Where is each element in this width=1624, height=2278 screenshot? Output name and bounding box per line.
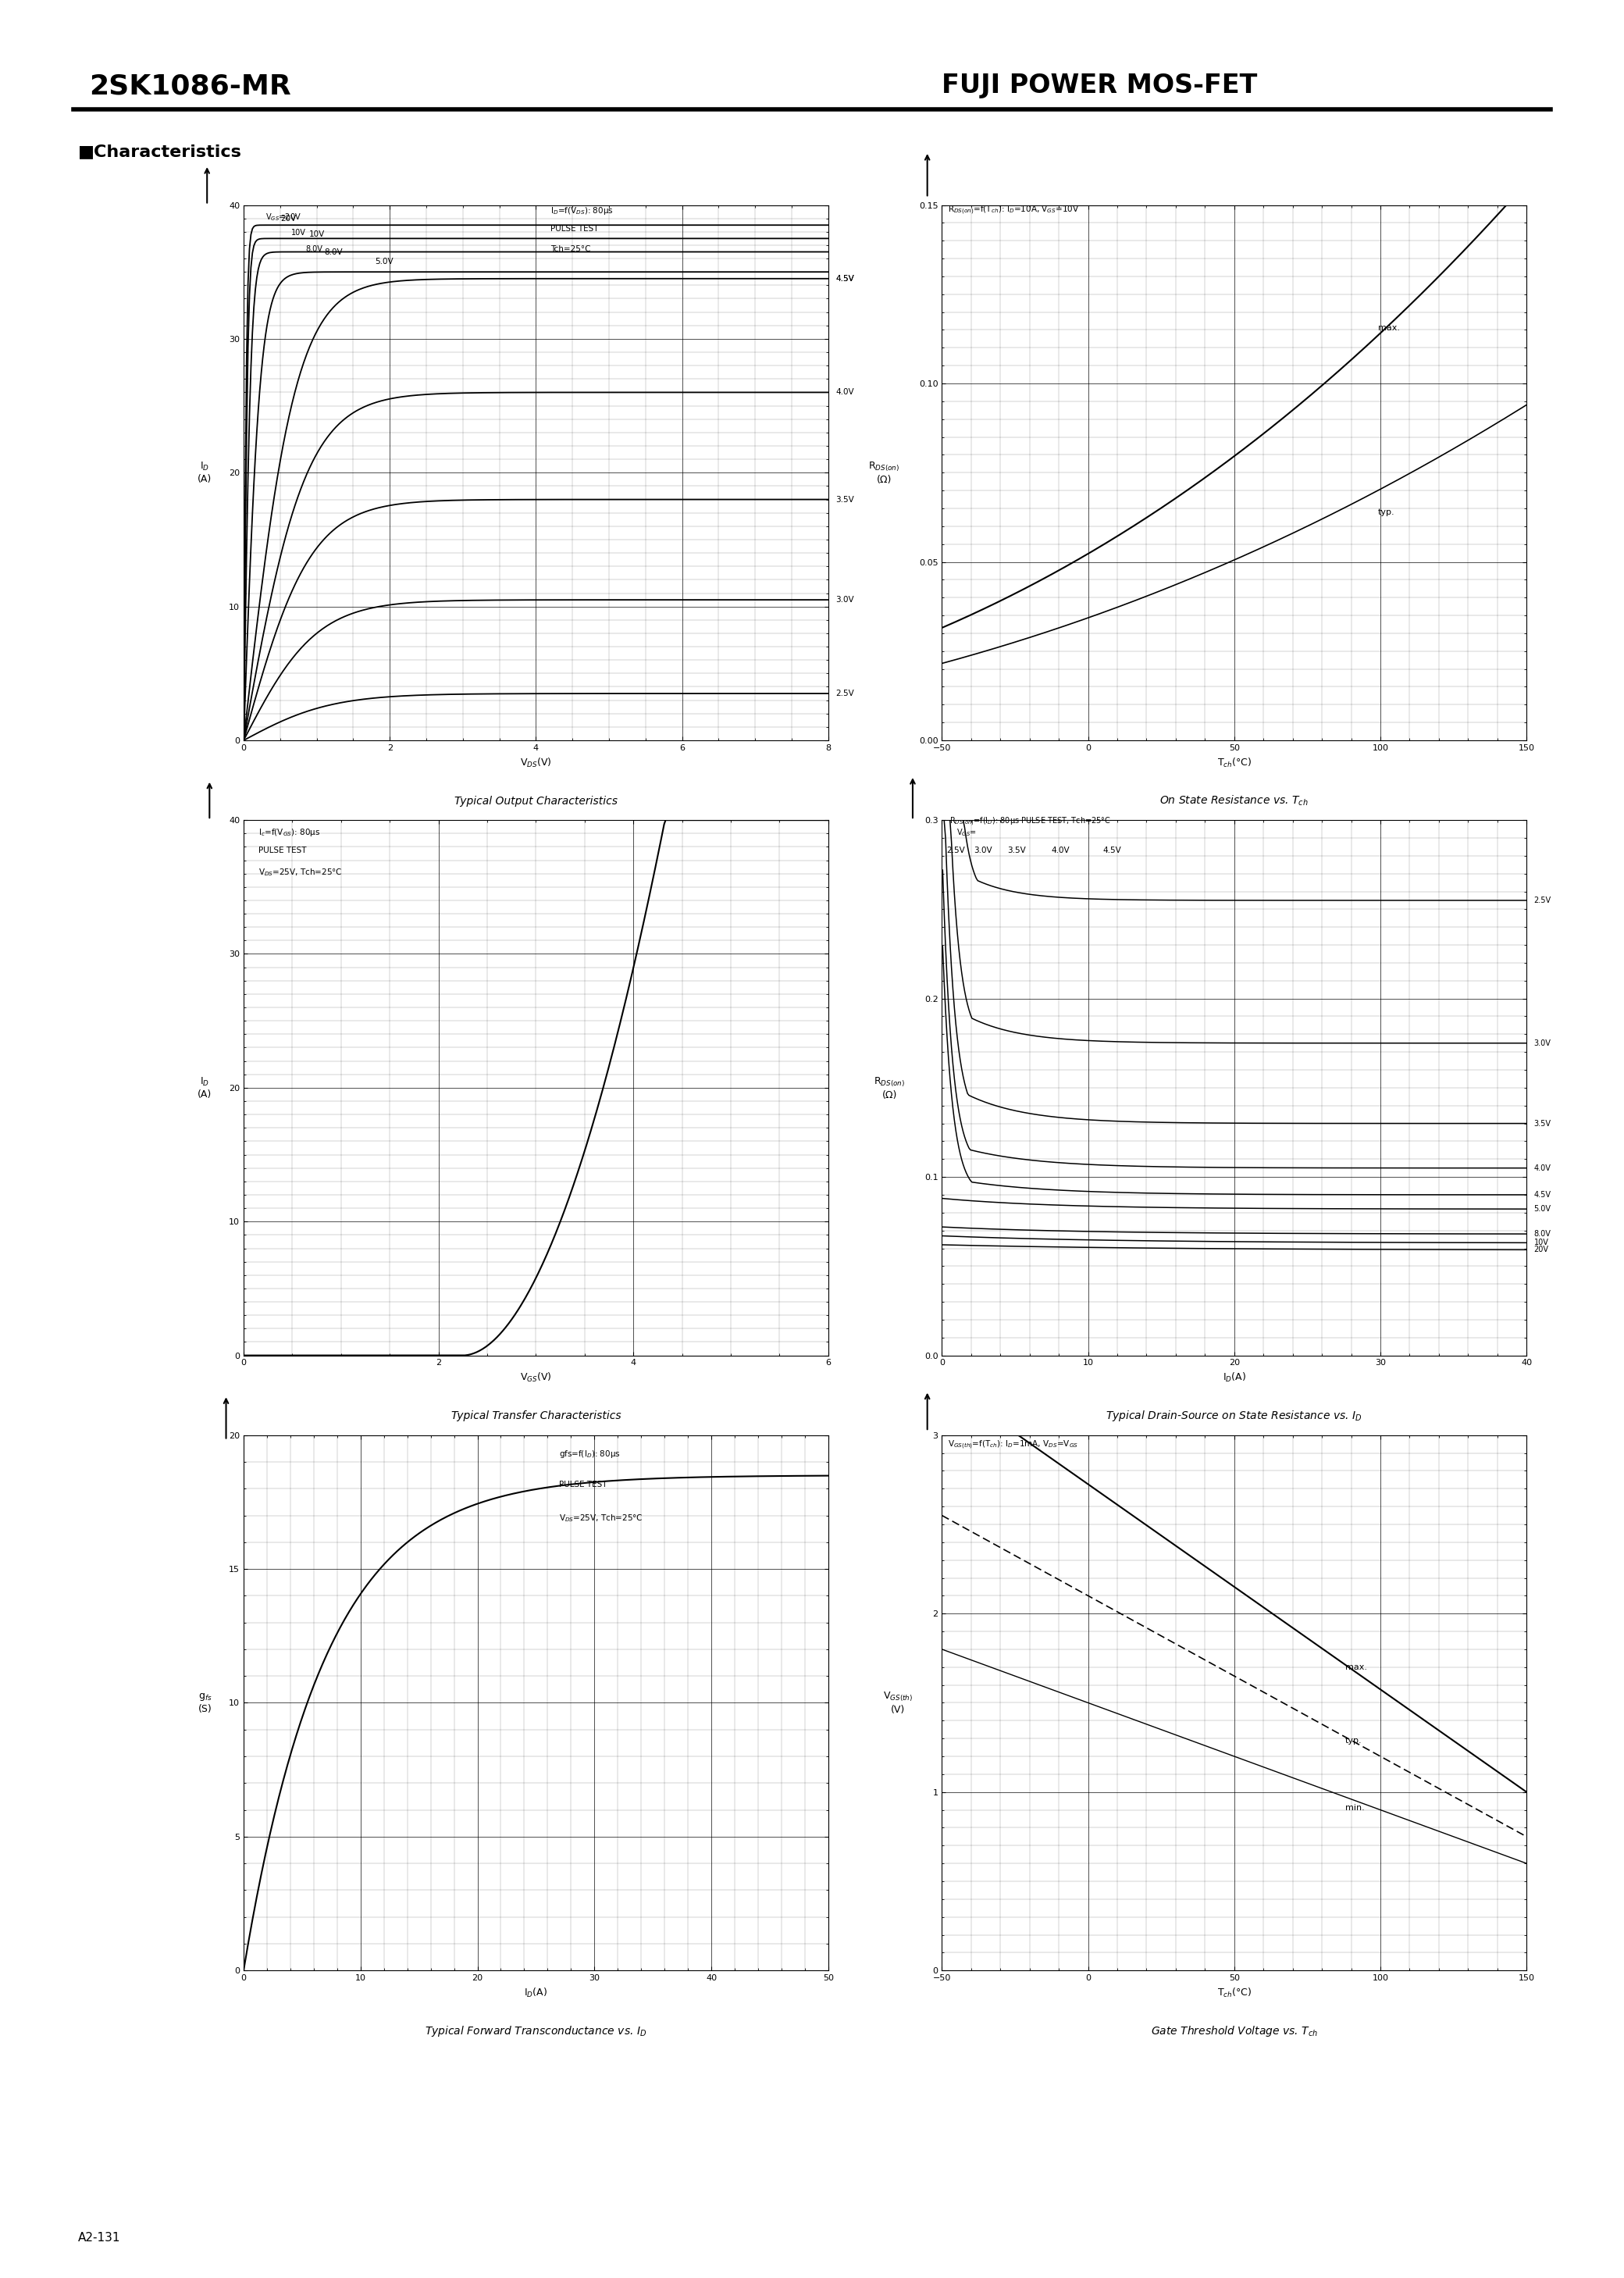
Text: V$_{GS(th)}$=f(T$_{ch}$): I$_D$=1mA, V$_{DS}$=V$_{GS}$: V$_{GS(th)}$=f(T$_{ch}$): I$_D$=1mA, V$_… bbox=[948, 1440, 1078, 1451]
Text: 10V: 10V bbox=[1533, 1239, 1549, 1246]
Text: 10V: 10V bbox=[291, 230, 305, 237]
Text: 5.0V: 5.0V bbox=[1533, 1205, 1551, 1212]
Text: 4.0V: 4.0V bbox=[835, 390, 854, 396]
X-axis label: T$_{ch}$(°C): T$_{ch}$(°C) bbox=[1216, 1986, 1252, 2000]
Text: max.: max. bbox=[1345, 1663, 1367, 1672]
Y-axis label: R$_{DS(on)}$
(Ω): R$_{DS(on)}$ (Ω) bbox=[874, 1075, 905, 1100]
Text: 3.5V: 3.5V bbox=[1007, 847, 1026, 854]
Text: 3.0V: 3.0V bbox=[974, 847, 992, 854]
Text: 4.5V: 4.5V bbox=[1533, 1191, 1551, 1198]
Text: PULSE TEST: PULSE TEST bbox=[551, 226, 599, 232]
Text: 8.0V: 8.0V bbox=[325, 248, 343, 255]
X-axis label: V$_{GS}$(V): V$_{GS}$(V) bbox=[520, 1371, 552, 1385]
Text: 4.0V: 4.0V bbox=[1051, 847, 1070, 854]
Text: 3.5V: 3.5V bbox=[835, 497, 854, 503]
Text: gfs=f(I$_D$): 80μs: gfs=f(I$_D$): 80μs bbox=[559, 1449, 620, 1460]
Text: 4.5V: 4.5V bbox=[835, 276, 854, 282]
Text: 5.0V: 5.0V bbox=[375, 257, 393, 264]
Text: 8.0V: 8.0V bbox=[1533, 1230, 1551, 1237]
Text: Typical Output Characteristics: Typical Output Characteristics bbox=[455, 795, 617, 806]
X-axis label: I$_D$(A): I$_D$(A) bbox=[525, 1986, 547, 2000]
Y-axis label: I$_D$
(A): I$_D$ (A) bbox=[198, 1075, 213, 1100]
Text: 2.5V: 2.5V bbox=[835, 690, 854, 697]
Text: 20V: 20V bbox=[1533, 1246, 1549, 1253]
Text: Typical Forward Transconductance vs. I$_D$: Typical Forward Transconductance vs. I$_… bbox=[425, 2025, 646, 2039]
Y-axis label: V$_{GS(th)}$
(V): V$_{GS(th)}$ (V) bbox=[883, 1690, 913, 1715]
Text: Tch=25°C: Tch=25°C bbox=[551, 246, 591, 253]
Text: Typical Transfer Characteristics: Typical Transfer Characteristics bbox=[451, 1410, 620, 1421]
Text: FUJI POWER MOS-FET: FUJI POWER MOS-FET bbox=[942, 73, 1257, 98]
Text: 2.5V: 2.5V bbox=[947, 847, 965, 854]
Text: 3.0V: 3.0V bbox=[835, 597, 854, 604]
X-axis label: I$_D$(A): I$_D$(A) bbox=[1223, 1371, 1246, 1385]
X-axis label: V$_{DS}$(V): V$_{DS}$(V) bbox=[520, 756, 552, 770]
Text: 8.0V: 8.0V bbox=[305, 246, 323, 253]
Text: A2-131: A2-131 bbox=[78, 2232, 120, 2244]
Text: 4.0V: 4.0V bbox=[1533, 1164, 1551, 1171]
Text: 4.5V: 4.5V bbox=[1103, 847, 1121, 854]
Text: 2SK1086-MR: 2SK1086-MR bbox=[89, 73, 291, 100]
Text: typ.: typ. bbox=[1377, 508, 1395, 517]
Text: 2.5V: 2.5V bbox=[1533, 898, 1551, 904]
Y-axis label: R$_{DS(on)}$
(Ω): R$_{DS(on)}$ (Ω) bbox=[869, 460, 900, 485]
Text: Typical Drain-Source on State Resistance vs. I$_D$: Typical Drain-Source on State Resistance… bbox=[1106, 1410, 1363, 1424]
Text: V$_{GS}$=20V: V$_{GS}$=20V bbox=[266, 212, 302, 223]
Text: PULSE TEST: PULSE TEST bbox=[258, 847, 307, 854]
Text: typ.: typ. bbox=[1345, 1736, 1363, 1745]
Text: R$_{DS(on)}$=f(T$_{ch}$): I$_D$=10A, V$_{GS}$=10V: R$_{DS(on)}$=f(T$_{ch}$): I$_D$=10A, V$_… bbox=[948, 205, 1080, 216]
Text: V$_{DS}$=25V, Tch=25°C: V$_{DS}$=25V, Tch=25°C bbox=[258, 868, 343, 877]
Text: max.: max. bbox=[1377, 323, 1400, 333]
Text: 10V: 10V bbox=[309, 230, 325, 239]
Text: PULSE TEST: PULSE TEST bbox=[559, 1481, 607, 1488]
Text: 3.0V: 3.0V bbox=[1533, 1039, 1551, 1048]
Text: R$_{DS(on)}$=f(I$_D$): 80μs PULSE TEST, Tch=25°C: R$_{DS(on)}$=f(I$_D$): 80μs PULSE TEST, … bbox=[948, 816, 1111, 827]
Text: V$_{GS}$=: V$_{GS}$= bbox=[957, 827, 976, 838]
Text: I$_D$=f(V$_{DS}$): 80μs: I$_D$=f(V$_{DS}$): 80μs bbox=[551, 205, 614, 216]
Text: min.: min. bbox=[1345, 1804, 1364, 1811]
Text: V$_{DS}$=25V, Tch=25°C: V$_{DS}$=25V, Tch=25°C bbox=[559, 1513, 643, 1524]
Text: I$_c$=f(V$_{GS}$): 80μs: I$_c$=f(V$_{GS}$): 80μs bbox=[258, 827, 320, 838]
Y-axis label: I$_D$
(A): I$_D$ (A) bbox=[198, 460, 213, 485]
Text: 20V: 20V bbox=[281, 214, 296, 223]
Text: ■Characteristics: ■Characteristics bbox=[78, 144, 242, 159]
Text: 4.5V: 4.5V bbox=[835, 276, 854, 282]
Y-axis label: g$_{fs}$
(S): g$_{fs}$ (S) bbox=[198, 1693, 211, 1713]
Text: Gate Threshold Voltage vs. T$_{ch}$: Gate Threshold Voltage vs. T$_{ch}$ bbox=[1151, 2025, 1317, 2039]
X-axis label: T$_{ch}$(°C): T$_{ch}$(°C) bbox=[1216, 756, 1252, 770]
Text: On State Resistance vs. T$_{ch}$: On State Resistance vs. T$_{ch}$ bbox=[1160, 795, 1309, 809]
Text: 3.5V: 3.5V bbox=[1533, 1118, 1551, 1128]
